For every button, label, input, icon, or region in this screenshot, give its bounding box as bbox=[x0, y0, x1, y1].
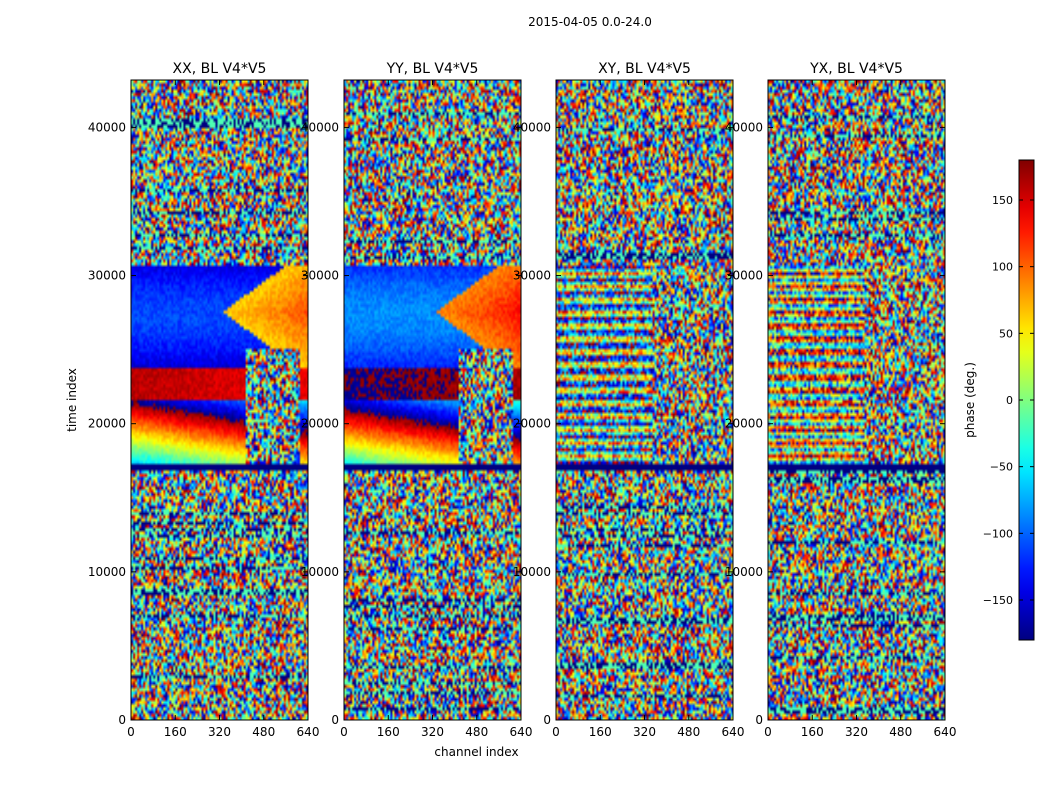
y-tick-label: 10000 bbox=[513, 565, 551, 579]
panel-xy: XY, BL V4*V5 0 160 320 480 640 0 10000 20000 3000… bbox=[513, 61, 745, 739]
y-tick-label: 30000 bbox=[301, 269, 339, 283]
x-tick-label: 0 bbox=[552, 725, 560, 739]
y-tick-label: 20000 bbox=[513, 417, 551, 431]
panel-yx: YX, BL V4*V5 0 160 320 480 640 0 10000 20000 3000… bbox=[725, 61, 957, 739]
panel-title: XY, BL V4*V5 bbox=[598, 61, 691, 77]
heatmap-image bbox=[768, 80, 945, 720]
heatmap-image bbox=[131, 80, 308, 720]
x-tick-label: 160 bbox=[801, 725, 824, 739]
panel-xx: XX, BL V4*V5 0 160 320 480 640 0 10000 20000 3000… bbox=[65, 61, 319, 739]
x-tick-label: 320 bbox=[421, 725, 444, 739]
y-tick-label: 10000 bbox=[88, 565, 126, 579]
x-tick-label: 0 bbox=[340, 725, 348, 739]
y-tick-label: 30000 bbox=[725, 269, 763, 283]
colorbar-tick-label: 50 bbox=[999, 327, 1013, 340]
heatmap-image bbox=[344, 80, 521, 720]
x-tick-label: 160 bbox=[164, 725, 187, 739]
x-tick-label: 640 bbox=[510, 725, 533, 739]
panel-title: YX, BL V4*V5 bbox=[809, 61, 903, 77]
colorbar-tick-label: −100 bbox=[983, 527, 1013, 540]
colorbar-tick-label: −150 bbox=[983, 594, 1013, 607]
x-axis-label: channel index bbox=[434, 745, 518, 759]
y-tick-label: 30000 bbox=[88, 269, 126, 283]
x-tick-label: 160 bbox=[377, 725, 400, 739]
y-tick-label: 40000 bbox=[725, 120, 763, 134]
x-tick-label: 480 bbox=[889, 725, 912, 739]
x-tick-label: 320 bbox=[633, 725, 656, 739]
colorbar-tick-label: 0 bbox=[1006, 394, 1013, 407]
y-tick-label: 20000 bbox=[725, 417, 763, 431]
y-tick-label: 0 bbox=[755, 713, 763, 727]
figure-suptitle: 2015-04-05 0.0-24.0 bbox=[528, 15, 652, 29]
x-tick-label: 0 bbox=[764, 725, 772, 739]
x-tick-label: 320 bbox=[208, 725, 231, 739]
colorbar-label: phase (deg.) bbox=[963, 362, 977, 438]
y-tick-label: 10000 bbox=[725, 565, 763, 579]
colorbar: 150 100 50 0 −50 −100 −150 phase (deg.) bbox=[963, 159, 1035, 641]
panels-group: XX, BL V4*V5 0 160 320 480 640 0 10000 20000 3000… bbox=[65, 61, 956, 759]
heatmap-image bbox=[556, 80, 733, 720]
colorbar-tick-label: 100 bbox=[992, 261, 1013, 274]
y-tick-label: 0 bbox=[118, 713, 126, 727]
x-tick-label: 320 bbox=[845, 725, 868, 739]
x-tick-label: 0 bbox=[127, 725, 135, 739]
y-tick-label: 0 bbox=[331, 713, 339, 727]
colorbar-tick-label: −50 bbox=[990, 461, 1013, 474]
x-tick-label: 640 bbox=[722, 725, 745, 739]
x-tick-label: 480 bbox=[465, 725, 488, 739]
colorbar-tick-label: 150 bbox=[992, 194, 1013, 207]
y-axis-label: time index bbox=[65, 368, 79, 432]
y-tick-label: 40000 bbox=[513, 120, 551, 134]
y-tick-label: 20000 bbox=[88, 417, 126, 431]
panel-yy: YY, BL V4*V5 0 160 320 480 640 0 10000 20000 3000… bbox=[301, 61, 533, 759]
x-tick-label: 640 bbox=[934, 725, 957, 739]
y-tick-label: 30000 bbox=[513, 269, 551, 283]
x-tick-label: 160 bbox=[589, 725, 612, 739]
x-tick-label: 480 bbox=[677, 725, 700, 739]
y-tick-label: 20000 bbox=[301, 417, 339, 431]
y-tick-label: 10000 bbox=[301, 565, 339, 579]
y-tick-label: 40000 bbox=[88, 120, 126, 134]
x-tick-label: 480 bbox=[252, 725, 275, 739]
x-tick-label: 640 bbox=[297, 725, 320, 739]
y-tick-label: 40000 bbox=[301, 120, 339, 134]
panel-title: YY, BL V4*V5 bbox=[386, 61, 479, 77]
panel-title: XX, BL V4*V5 bbox=[173, 61, 267, 77]
y-tick-label: 0 bbox=[543, 713, 551, 727]
